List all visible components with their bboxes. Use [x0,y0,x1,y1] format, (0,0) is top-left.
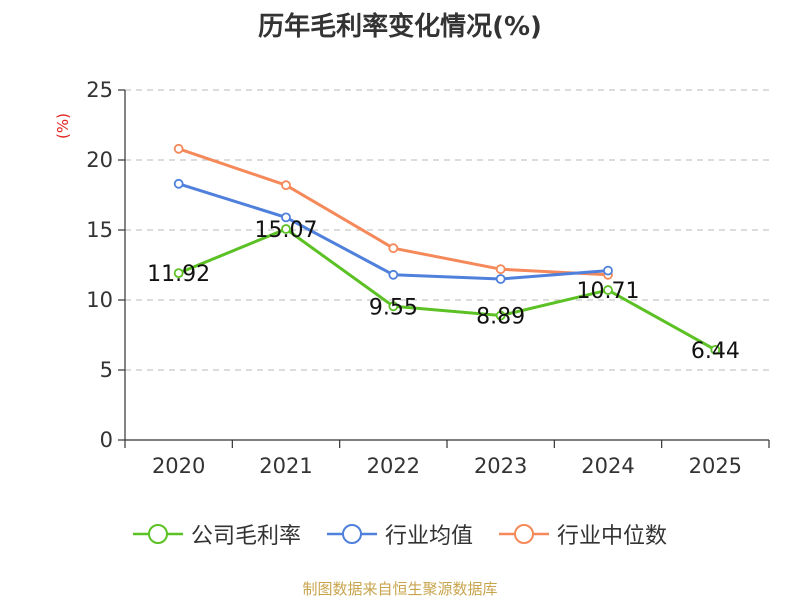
data-point [710,344,721,355]
y-tick-label: 20 [86,148,113,172]
data-label: 15.07 [255,218,318,243]
legend-marker-icon [132,524,183,544]
data-point [281,212,291,223]
data-labels: 11.92 15.07 9.55 8.89 10.71 6.44 [147,218,740,364]
data-point [173,268,184,279]
x-tick-label: 2025 [689,454,742,478]
x-tick-label: 2022 [367,454,420,478]
data-point [603,265,613,276]
data-label: 9.55 [369,295,418,320]
legend-item: 行业均值 [326,518,473,550]
data-point [281,180,291,191]
x-tick-label: 2023 [474,454,527,478]
legend-label: 行业均值 [384,524,473,549]
y-tick-label: 15 [86,218,113,242]
x-tick-label: 2024 [581,454,634,478]
y-tick-label: 10 [86,288,113,312]
legend-item: 公司毛利率 [132,518,301,550]
data-label: 8.89 [476,305,525,330]
data-point [281,224,291,234]
data-point [495,274,506,284]
y-tick-label: 0 [100,428,113,452]
y-axis-label: (%) [54,113,72,139]
legend-item: 行业中位数 [499,518,667,550]
series-line [178,147,609,277]
legend-label: 公司毛利率 [190,524,301,549]
data-label: 6.44 [691,339,740,364]
grid-lines [125,89,769,371]
x-tick-label: 2021 [259,454,312,478]
data-point [173,143,184,154]
data-point [495,310,506,321]
legend-label: 行业中位数 [557,524,668,549]
y-tick-label: 25 [86,78,113,102]
series-lines [173,143,721,355]
x-tick-label: 2020 [152,454,205,478]
data-label: 11.92 [147,262,210,287]
series-line [178,227,717,352]
data-point [603,285,613,295]
data-point [388,243,399,254]
data-point [173,178,184,189]
legend-marker-icon [499,524,549,544]
series-line [178,182,609,281]
legend: 公司毛利率 行业均值 行业中位数 [0,518,800,550]
data-point [388,301,399,312]
chart-title: 历年毛利率变化情况(%) [258,12,542,42]
data-point [495,264,506,275]
data-label: 10.71 [577,279,640,304]
legend-marker-icon [326,524,377,544]
data-point [388,269,399,280]
y-tick-label: 5 [100,358,113,382]
source-note: 制图数据来自恒生聚源数据库 [302,580,498,598]
